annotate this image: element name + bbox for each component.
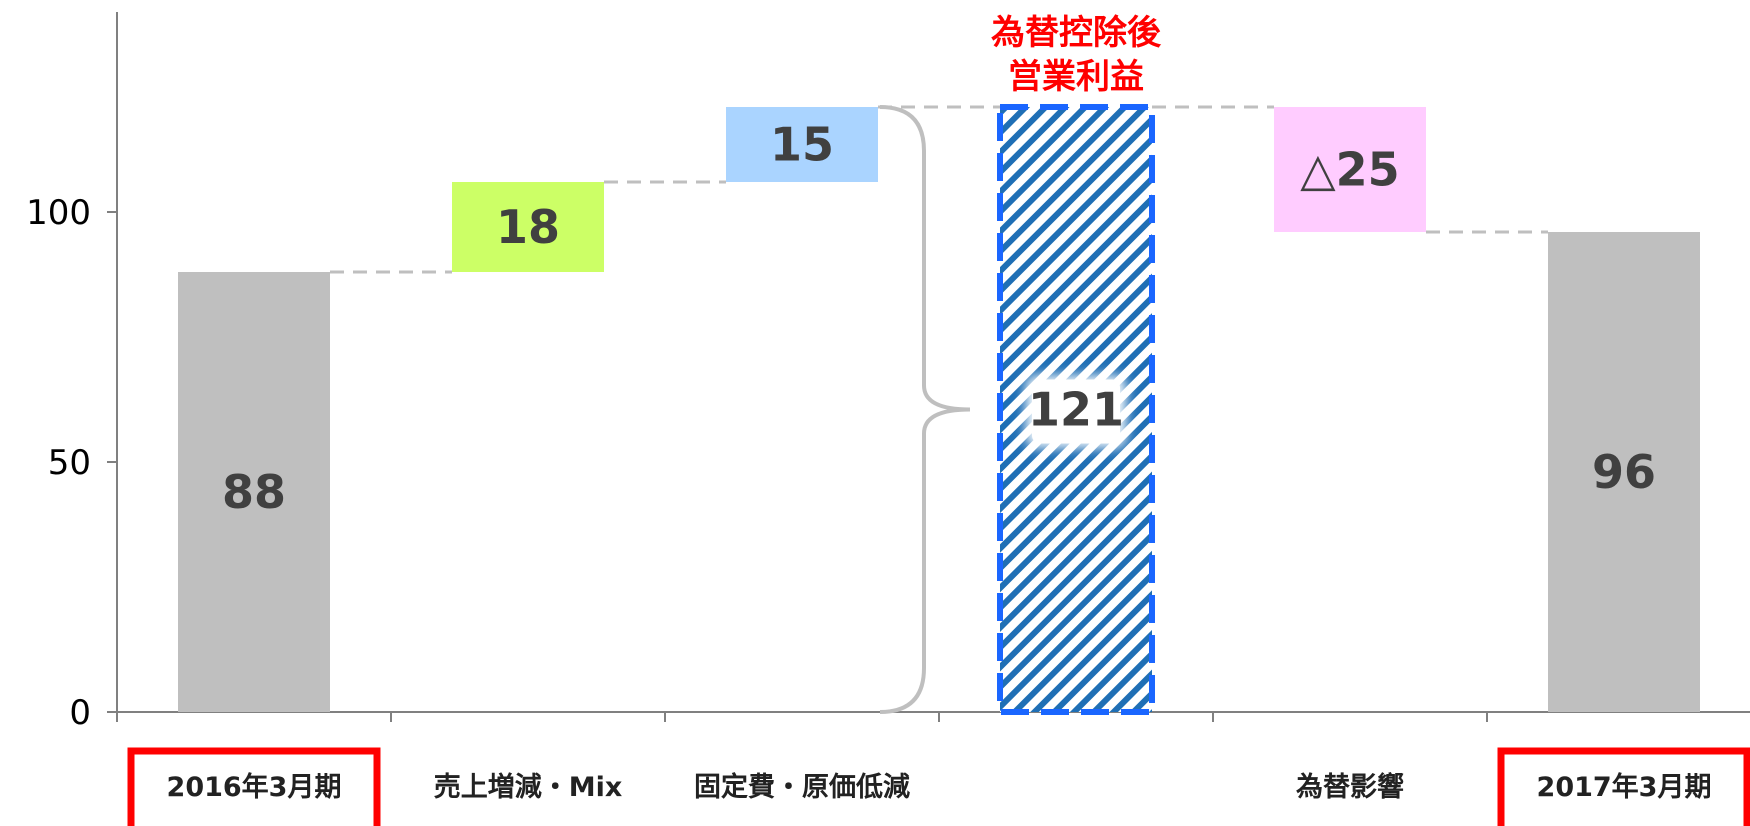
y-tick-label: 50	[48, 443, 91, 483]
bar-value-label: 18	[496, 200, 560, 254]
category-label: 2017年3月期	[1537, 771, 1712, 803]
bar-value-label: 96	[1592, 445, 1656, 499]
annotation-text: 営業利益	[1008, 57, 1144, 97]
category-highlight-box	[127, 747, 381, 826]
category-highlight-box	[1497, 747, 1750, 826]
bars-layer	[178, 104, 1700, 715]
bar-total	[1548, 232, 1700, 712]
axes-layer: 0 50 100	[26, 12, 1750, 733]
value-label-background	[1032, 379, 1120, 444]
bar-value-label: 121	[1028, 383, 1124, 437]
bar-delta	[1274, 107, 1426, 232]
bar-delta	[452, 182, 604, 272]
annotation-text: 為替控除後	[991, 13, 1162, 53]
bar-value-label: 88	[222, 465, 286, 519]
category-label: 固定費・原価低減	[694, 771, 910, 803]
bar-value-label: 15	[770, 118, 834, 172]
bar-total	[178, 272, 330, 712]
category-label: 2016年3月期	[167, 771, 342, 803]
bar-subtotal	[997, 104, 1155, 715]
y-tick-label: 100	[26, 193, 91, 233]
connectors-layer	[330, 105, 1548, 714]
bar-delta	[726, 107, 878, 182]
bar-value-label: △25	[1300, 143, 1399, 197]
curly-brace	[879, 105, 971, 714]
category-label: 売上増減・Mix	[434, 771, 623, 803]
y-tick-label: 0	[69, 693, 91, 733]
category-label: 為替影響	[1296, 771, 1404, 803]
